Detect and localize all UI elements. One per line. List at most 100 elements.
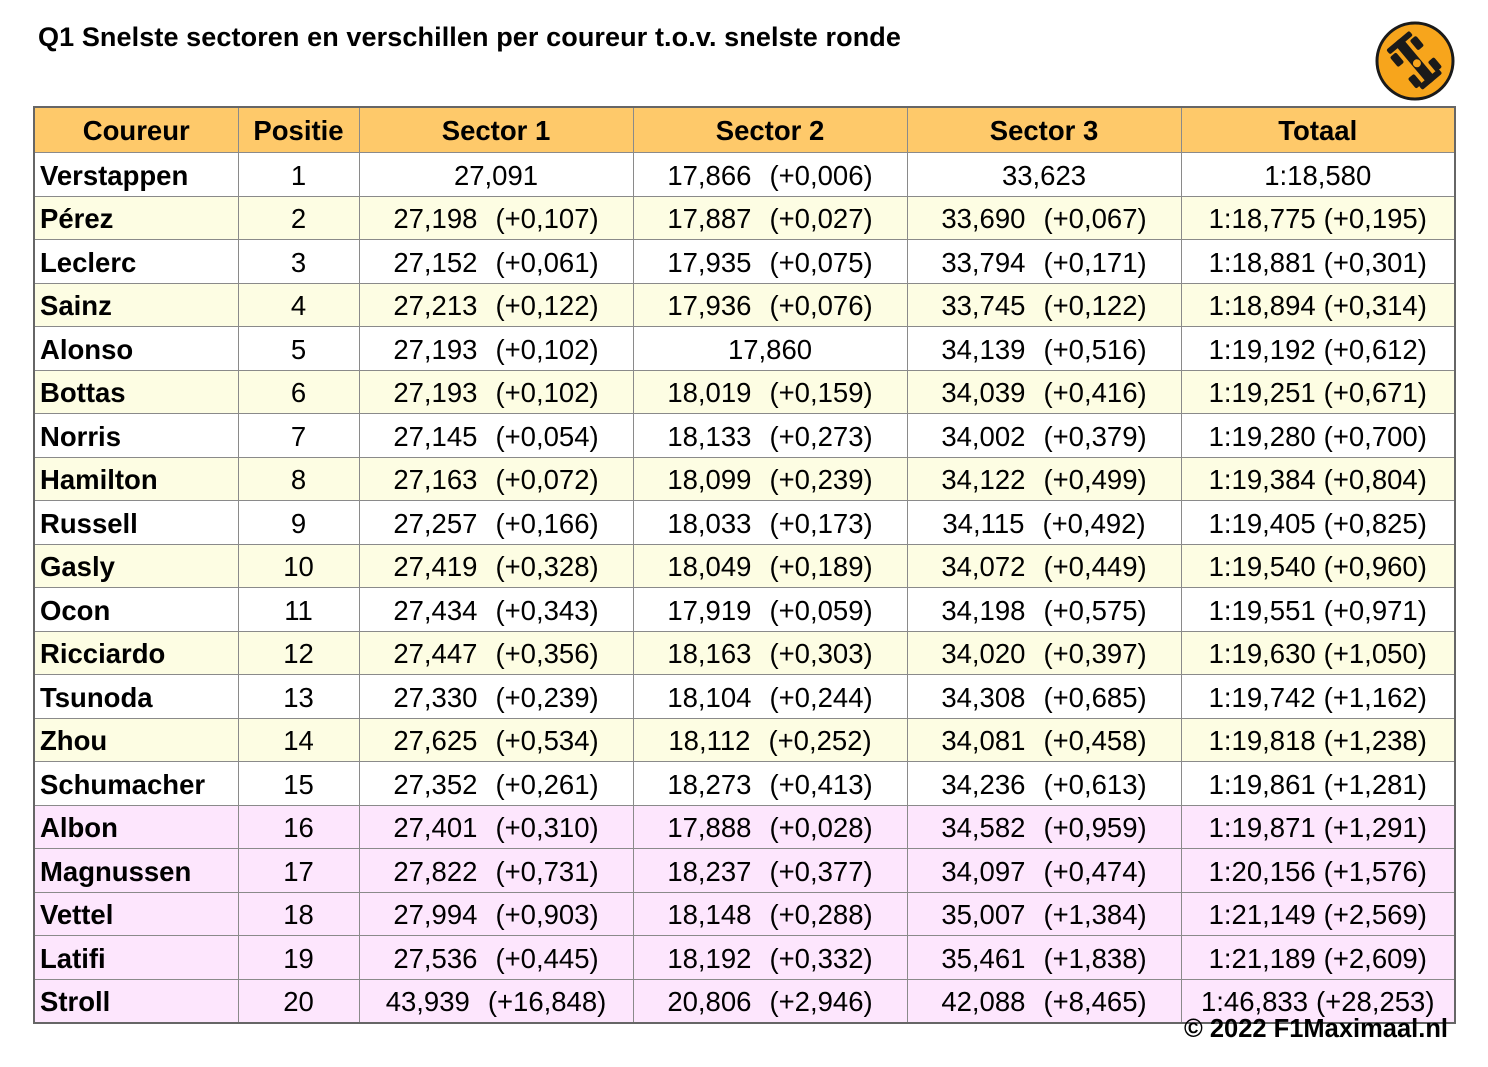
driver-name-cell: Albon bbox=[33, 804, 239, 849]
position-cell: 16 bbox=[237, 804, 360, 849]
sector-1-time: 27,419 bbox=[393, 551, 478, 582]
sector-3-time: 34,198 bbox=[941, 594, 1026, 626]
driver-name: Leclerc bbox=[40, 246, 137, 278]
total-cell: 1:46,833 (+28,253) bbox=[1180, 978, 1456, 1024]
sector-2-gap: (+0,332) bbox=[769, 942, 873, 974]
sector-2-time: 18,237 bbox=[667, 855, 752, 887]
column-header-totaal: Totaal bbox=[1180, 106, 1456, 153]
column-header-positie: Positie bbox=[237, 106, 360, 153]
driver-name-cell: Sainz bbox=[33, 282, 239, 327]
table-row: Latifi 19 27,536 (+0,445) 18,192 (+0,332) 35,4… bbox=[33, 935, 1456, 980]
position-value: 9 bbox=[290, 507, 307, 539]
total-time: 1:19,384 bbox=[1208, 464, 1316, 495]
table-row: Vettel 18 27,994 (+0,903) 18,148 (+0,288) 35,0… bbox=[33, 891, 1456, 936]
total-gap: (+0,804) bbox=[1323, 464, 1427, 495]
driver-name: Alonso bbox=[40, 333, 134, 365]
table-row: Pérez 2 27,198 (+0,107) 17,887 (+0,027) 33,690… bbox=[33, 195, 1456, 240]
position-cell: 8 bbox=[237, 456, 360, 501]
sector-2-gap: (+2,946) bbox=[769, 986, 873, 1017]
driver-name-cell: Hamilton bbox=[33, 456, 239, 501]
sector-1-cell: 27,193 (+0,102) bbox=[358, 369, 634, 414]
sector-3-cell: 33,690 (+0,067) bbox=[906, 195, 1182, 240]
sector-3-time: 33,794 bbox=[941, 246, 1026, 278]
sector-2-cell: 17,887 (+0,027) bbox=[632, 195, 908, 240]
position-value: 14 bbox=[283, 725, 314, 756]
sector-1-time: 27,401 bbox=[393, 812, 478, 843]
sector-3-time: 34,072 bbox=[941, 551, 1026, 582]
sector-2-time: 18,049 bbox=[667, 551, 752, 582]
position-cell: 15 bbox=[237, 761, 360, 806]
sector-3-time: 33,690 bbox=[941, 203, 1026, 234]
total-time: 1:19,630 bbox=[1208, 638, 1316, 669]
position-value: 15 bbox=[283, 768, 314, 800]
page-title: Q1 Snelste sectoren en verschillen per c… bbox=[38, 22, 902, 52]
position-cell: 18 bbox=[237, 891, 360, 936]
total-time: 1:18,580 bbox=[1264, 159, 1372, 191]
sector-2-cell: 20,806 (+2,946) bbox=[632, 978, 908, 1024]
sector-1-cell: 27,091 bbox=[358, 152, 634, 197]
sector-2-time: 17,919 bbox=[667, 594, 752, 626]
table-row: Gasly 10 27,419 (+0,328) 18,049 (+0,189) 34,07… bbox=[33, 543, 1456, 588]
sector-2-cell: 17,860 bbox=[632, 326, 908, 371]
sector-2-cell: 18,104 (+0,244) bbox=[632, 674, 908, 719]
sector-1-cell: 27,401 (+0,310) bbox=[358, 804, 634, 849]
sector-2-cell: 18,049 (+0,189) bbox=[632, 543, 908, 588]
table-row: Ocon 11 27,434 (+0,343) 17,919 (+0,059) 34,198… bbox=[33, 587, 1456, 632]
sector-2-gap: (+0,377) bbox=[769, 855, 873, 887]
sector-2-time: 18,099 bbox=[667, 464, 752, 495]
sector-3-time: 34,582 bbox=[941, 812, 1026, 843]
sector-1-gap: (+0,534) bbox=[495, 725, 599, 756]
position-cell: 1 bbox=[237, 152, 360, 197]
sector-2-cell: 18,192 (+0,332) bbox=[632, 935, 908, 980]
sector-2-gap: (+0,303) bbox=[769, 638, 873, 669]
sector-3-cell: 35,461 (+1,838) bbox=[906, 935, 1182, 980]
driver-name: Schumacher bbox=[40, 768, 206, 800]
total-gap: (+0,612) bbox=[1323, 333, 1427, 365]
table-row: Ricciardo 12 27,447 (+0,356) 18,163 (+0,303) 3… bbox=[33, 630, 1456, 675]
sector-2-gap: (+0,288) bbox=[769, 899, 873, 930]
sector-3-cell: 33,794 (+0,171) bbox=[906, 239, 1182, 284]
table-row: Magnussen 17 27,822 (+0,731) 18,237 (+0,377) 3… bbox=[33, 848, 1456, 893]
driver-name: Hamilton bbox=[40, 464, 158, 495]
position-value: 17 bbox=[283, 855, 314, 887]
driver-name: Latifi bbox=[40, 942, 106, 974]
position-cell: 19 bbox=[237, 935, 360, 980]
sector-2-time: 17,888 bbox=[667, 812, 752, 843]
driver-name-cell: Pérez bbox=[33, 195, 239, 240]
total-gap: (+2,609) bbox=[1323, 942, 1427, 974]
sector-3-cell: 34,039 (+0,416) bbox=[906, 369, 1182, 414]
sector-2-time: 18,112 bbox=[668, 725, 751, 756]
sector-1-gap: (+0,343) bbox=[495, 594, 599, 626]
driver-name: Zhou bbox=[40, 725, 108, 756]
sector-3-time: 33,745 bbox=[941, 290, 1026, 321]
sector-1-cell: 27,152 (+0,061) bbox=[358, 239, 634, 284]
sector-3-gap: (+0,575) bbox=[1043, 594, 1147, 626]
sector-3-gap: (+0,499) bbox=[1043, 464, 1147, 495]
sector-2-cell: 18,133 (+0,273) bbox=[632, 413, 908, 458]
sector-1-cell: 27,163 (+0,072) bbox=[358, 456, 634, 501]
sector-2-time: 17,860 bbox=[727, 333, 813, 365]
total-time: 1:19,861 bbox=[1208, 768, 1316, 800]
sector-2-gap: (+0,173) bbox=[769, 507, 873, 539]
sector-2-time: 18,104 bbox=[667, 681, 752, 713]
sector-3-gap: (+0,474) bbox=[1043, 855, 1147, 887]
sector-1-cell: 27,257 (+0,166) bbox=[358, 500, 634, 545]
sector-1-cell: 27,536 (+0,445) bbox=[358, 935, 634, 980]
sector-1-gap: (+16,848) bbox=[487, 986, 607, 1017]
driver-name: Ricciardo bbox=[40, 638, 166, 669]
total-cell: 1:19,251 (+0,671) bbox=[1180, 369, 1456, 414]
sector-3-time: 34,002 bbox=[941, 420, 1026, 452]
position-value: 11 bbox=[284, 594, 313, 626]
position-cell: 3 bbox=[237, 239, 360, 284]
sector-3-gap: (+0,613) bbox=[1043, 768, 1147, 800]
sector-1-time: 27,213 bbox=[393, 290, 478, 321]
sector-2-time: 18,033 bbox=[667, 507, 752, 539]
total-cell: 1:19,540 (+0,960) bbox=[1180, 543, 1456, 588]
driver-name: Pérez bbox=[40, 203, 114, 234]
sector-1-time: 27,193 bbox=[393, 333, 478, 365]
total-gap: (+1,291) bbox=[1323, 812, 1427, 843]
position-cell: 11 bbox=[237, 587, 360, 632]
sector-2-time: 17,935 bbox=[667, 246, 752, 278]
total-time: 1:21,149 bbox=[1208, 899, 1316, 930]
driver-name-cell: Bottas bbox=[33, 369, 239, 414]
